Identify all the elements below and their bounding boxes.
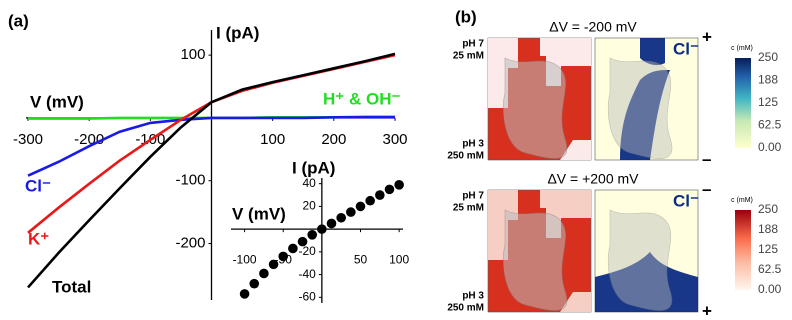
series-line bbox=[27, 115, 395, 177]
x-tick-label: -100 bbox=[233, 252, 257, 266]
series-line bbox=[27, 52, 396, 289]
x-axis-label: V (mV) bbox=[232, 204, 286, 223]
data-point bbox=[297, 236, 308, 247]
data-point bbox=[239, 289, 250, 299]
bottom-ph: pH 3 bbox=[462, 139, 484, 150]
colorbar-tick-label: 0.00 bbox=[758, 140, 782, 154]
colorbar bbox=[735, 210, 751, 290]
series-label: H⁺ & OH⁻ bbox=[323, 89, 400, 108]
colorbar-tick-label: 62.5 bbox=[758, 262, 782, 276]
data-point bbox=[307, 230, 318, 240]
protein bbox=[502, 209, 568, 311]
enrichment bbox=[620, 38, 670, 160]
x-tick-label: 100 bbox=[260, 131, 285, 148]
y-tick-label: -60 bbox=[299, 289, 317, 303]
y-axis-label: I (pA) bbox=[216, 23, 259, 42]
depletion bbox=[488, 190, 591, 312]
ion-label: K⁺ bbox=[568, 99, 589, 118]
bottom-conc: 250 mM bbox=[447, 303, 484, 314]
data-point bbox=[278, 251, 289, 262]
x-tick-label: 200 bbox=[321, 131, 346, 148]
y-tick-label: -200 bbox=[175, 234, 205, 251]
data-point bbox=[384, 184, 395, 195]
bottom-sign: – bbox=[702, 149, 711, 168]
data-point bbox=[355, 201, 366, 212]
x-tick-label: 100 bbox=[389, 252, 409, 266]
data-point bbox=[326, 218, 337, 229]
data-point bbox=[346, 207, 356, 217]
ion-label: K⁺ bbox=[568, 251, 589, 270]
y-tick-label: 40 bbox=[303, 176, 317, 190]
colorbar-label: c (mM) bbox=[731, 45, 753, 52]
colorbar-tick-label: 125 bbox=[758, 242, 778, 256]
enrichment bbox=[595, 252, 698, 312]
data-point bbox=[259, 268, 269, 279]
colorbar-tick-label: 188 bbox=[758, 73, 778, 87]
data-point bbox=[394, 180, 404, 190]
top-ph: pH 7 bbox=[462, 191, 484, 202]
y-tick-label: -40 bbox=[299, 267, 317, 281]
row-title: ΔV = +200 mV bbox=[547, 171, 639, 187]
bottom-conc: 250 mM bbox=[447, 151, 484, 162]
data-point bbox=[288, 243, 298, 254]
top-conc: 25 mM bbox=[453, 51, 484, 62]
series-label: Cl⁻ bbox=[25, 176, 51, 195]
top-conc: 25 mM bbox=[453, 203, 484, 214]
ion-label: Cl⁻ bbox=[673, 39, 699, 58]
y-tick-label: 20 bbox=[303, 199, 317, 213]
top-sign: – bbox=[702, 179, 711, 198]
colorbar-tick-label: 250 bbox=[758, 202, 778, 216]
data-point bbox=[317, 224, 327, 234]
panel-label: (b) bbox=[455, 7, 477, 26]
colorbar bbox=[735, 58, 751, 148]
bottom-ph: pH 3 bbox=[462, 291, 484, 302]
x-tick-label: -300 bbox=[13, 131, 43, 148]
protein bbox=[502, 57, 568, 159]
bottom-sign: + bbox=[702, 301, 712, 320]
x-tick-label: 50 bbox=[354, 252, 368, 266]
y-tick-label: -100 bbox=[175, 172, 205, 189]
top-sign: + bbox=[702, 27, 712, 46]
colorbar-tick-label: 188 bbox=[758, 222, 778, 236]
data-point bbox=[249, 278, 260, 289]
colorbar-tick-label: 250 bbox=[758, 50, 778, 64]
data-point bbox=[336, 212, 346, 223]
x-tick-label: 300 bbox=[382, 131, 407, 148]
protein bbox=[607, 209, 673, 311]
colorbar-tick-label: 0.00 bbox=[758, 282, 782, 296]
y-tick-label: -20 bbox=[299, 244, 317, 258]
series-label: K⁺ bbox=[28, 229, 49, 248]
x-axis-label: V (mV) bbox=[30, 92, 84, 111]
depletion bbox=[488, 38, 591, 160]
y-axis-label: I (pA) bbox=[292, 158, 335, 177]
data-point bbox=[375, 190, 385, 200]
protein bbox=[607, 57, 673, 159]
series-label: Total bbox=[52, 277, 91, 296]
colorbar-tick-label: 125 bbox=[758, 95, 778, 109]
data-point bbox=[268, 259, 279, 270]
top-ph: pH 7 bbox=[462, 39, 484, 50]
panel-label: (a) bbox=[8, 11, 29, 30]
colorbar-tick-label: 62.5 bbox=[758, 118, 782, 132]
row-title: ΔV = -200 mV bbox=[549, 19, 637, 35]
data-point bbox=[365, 195, 375, 206]
y-tick-label: 100 bbox=[180, 46, 205, 63]
ion-label: Cl⁻ bbox=[673, 191, 699, 210]
colorbar-label: c (mM) bbox=[731, 197, 753, 204]
